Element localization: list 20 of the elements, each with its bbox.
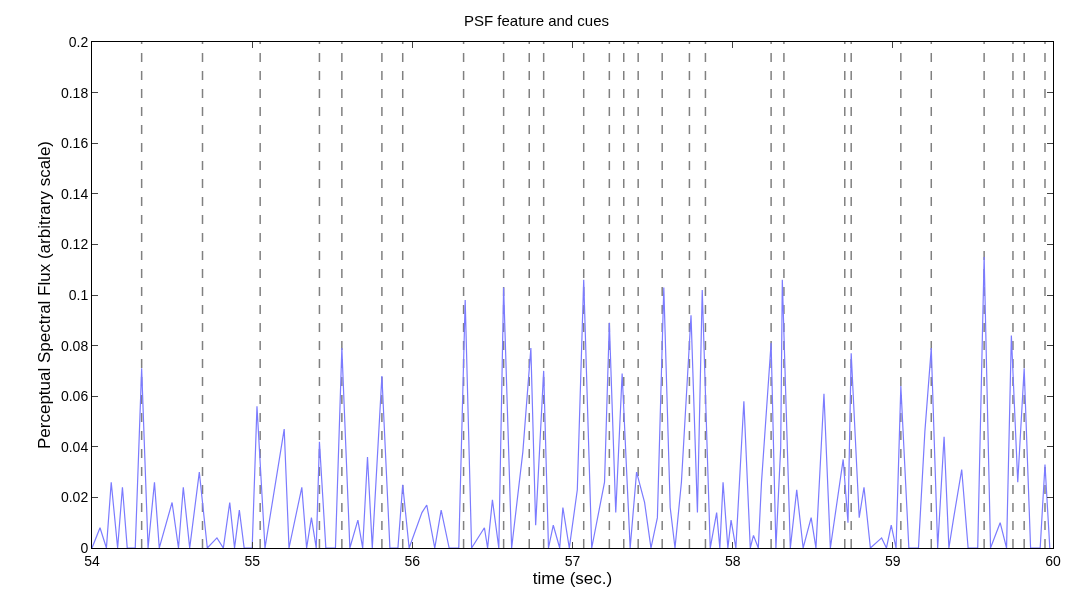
y-tick-label: 0.1 [68, 286, 89, 303]
x-tick-label: 58 [724, 552, 741, 569]
y-tick-label: 0.02 [60, 489, 89, 506]
x-tick-label: 56 [404, 552, 421, 569]
y-tick-label: 0.08 [60, 337, 89, 354]
y-tick-label: 0.04 [60, 438, 89, 455]
y-tick-label: 0.18 [60, 84, 89, 101]
y-tick-label: 0.16 [60, 135, 89, 152]
y-tick-label: 0.2 [68, 33, 89, 50]
y-tick-label: 0.14 [60, 185, 89, 202]
y-axis-title: Perceptual Spectral Flux (arbitrary scale) [34, 140, 54, 450]
y-tick-label: 0.12 [60, 236, 89, 253]
x-tick-label: 59 [885, 552, 901, 569]
x-tick-label: 55 [244, 552, 261, 569]
y-tick-label: 0.06 [60, 388, 89, 405]
x-axis-title: time (sec.) [532, 569, 613, 589]
x-tick-label: 57 [564, 552, 581, 569]
x-tick-label: 60 [1045, 552, 1061, 569]
line-series [92, 256, 1051, 548]
chart-title: PSF feature and cues [463, 11, 610, 29]
